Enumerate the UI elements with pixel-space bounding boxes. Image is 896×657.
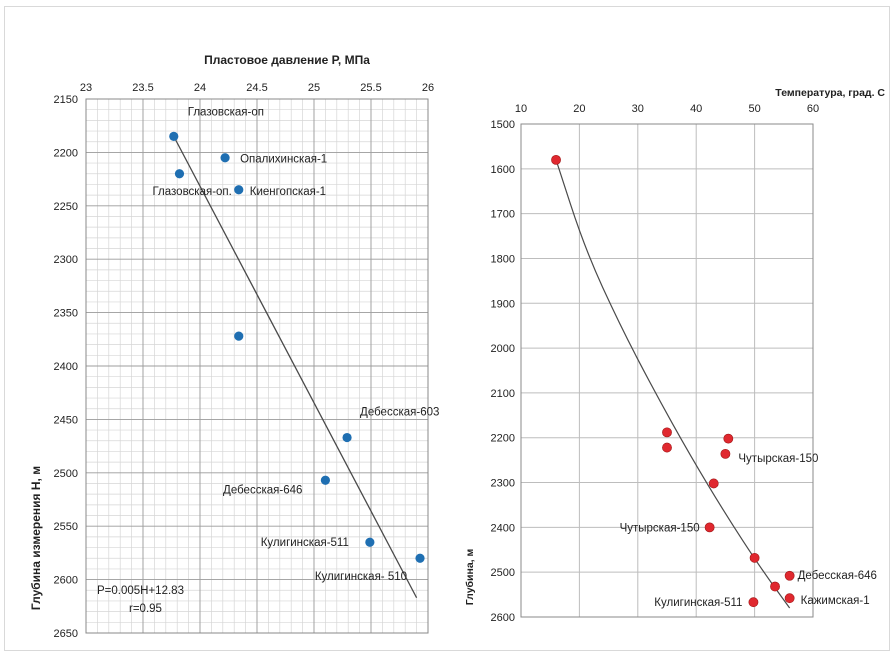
data-point [169,131,179,141]
y-tick-label: 1800 [491,253,515,265]
y-tick-label: 2300 [491,478,515,490]
data-point [320,475,330,485]
y-tick-label: 2550 [54,521,78,533]
y-axis-title: Глубина, м [464,549,476,606]
y-tick-label: 1700 [491,209,515,221]
x-tick-label: 25.5 [360,82,381,94]
data-point [749,552,760,563]
y-tick-label: 2400 [54,361,78,373]
trend-curve [555,159,791,609]
x-axis-title: Температура, град. С [775,87,885,99]
point-label: Кулигинская-511 [261,537,349,549]
x-tick-label: 10 [515,103,527,115]
data-point [723,433,734,444]
y-tick-label: 2500 [491,567,515,579]
x-tick-label: 20 [573,103,585,115]
data-point [748,597,759,608]
y-tick-label: 1600 [491,164,515,176]
data-point [415,553,425,563]
point-label: Дебесская-646 [223,484,302,496]
x-tick-label: 24 [194,82,206,94]
x-tick-label: 50 [748,103,760,115]
plot-area-border [85,98,429,634]
y-tick-label: 2000 [491,343,515,355]
x-tick-label: 25 [308,82,320,94]
trend-line [173,136,418,599]
y-tick-label: 2400 [491,522,515,534]
point-label: Киенгопская-1 [250,186,326,198]
point-label: Дебесская-603 [360,407,439,419]
y-tick-label: 2100 [491,388,515,400]
y-tick-label: 2150 [54,94,78,106]
x-tick-label: 24.5 [246,82,267,94]
data-point [662,427,672,438]
data-point [365,537,375,547]
point-label: Чутырская-150 [738,453,818,465]
y-tick-label: 2200 [54,147,78,159]
data-point [720,448,731,459]
figure-frame [4,6,890,651]
data-point [704,522,715,533]
point-label: Глазовская-оп [188,106,264,118]
y-tick-label: 2500 [54,468,78,480]
x-axis-title: Пластовое давление Р, МПа [204,53,370,67]
point-label: Глазовская-оп. [152,186,231,198]
point-label: Кулигинская-511 [654,597,742,609]
point-label: Дебесская-646 [798,570,877,582]
data-point [342,432,352,443]
temperature-chart: 10 20 30 40 50 60 1500 1600 1700 1800 1900 2000 2100… [464,87,885,624]
y-axis-title: Глубина измерения H, м [29,466,43,610]
point-label: Кажимская-1 [801,595,870,607]
y-tick-label: 2300 [54,254,78,266]
data-point [234,185,244,195]
equation-annotation: P=0.005H+12.83 [97,585,184,597]
data-point [551,154,561,165]
point-label: Чутырская-150 [620,522,700,534]
x-tick-label: 23.5 [132,82,153,94]
data-point [220,153,230,163]
y-tick-label: 2600 [491,612,515,624]
y-tick-label: 2350 [54,308,78,320]
point-label: Опалихинская-1 [240,154,327,166]
y-tick-label: 1500 [491,119,515,131]
y-tick-label: 2250 [54,201,78,213]
y-tick-label: 2200 [491,433,515,445]
y-tick-label: 1900 [491,298,515,310]
data-point [784,593,795,604]
point-label: Кулигинская- 510 [315,571,407,583]
y-tick-label: 2600 [54,575,78,587]
data-point [708,478,719,489]
x-tick-label: 26 [422,82,434,94]
correlation-annotation: r=0.95 [129,603,162,615]
y-tick-label: 2650 [54,628,78,640]
data-point [174,169,185,179]
x-tick-label: 60 [807,103,819,115]
data-point [770,581,780,592]
data-point [662,442,672,453]
x-tick-label: 23 [80,82,92,94]
plot-area-border [520,123,814,618]
pressure-chart: 23 23.5 24 24.5 25 25.5 26 2150 2200 2250 2300 2350… [29,53,439,640]
y-tick-label: 2450 [54,414,78,426]
x-tick-label: 40 [690,103,702,115]
data-point [784,570,795,581]
x-tick-label: 30 [632,103,644,115]
data-point [234,331,244,341]
